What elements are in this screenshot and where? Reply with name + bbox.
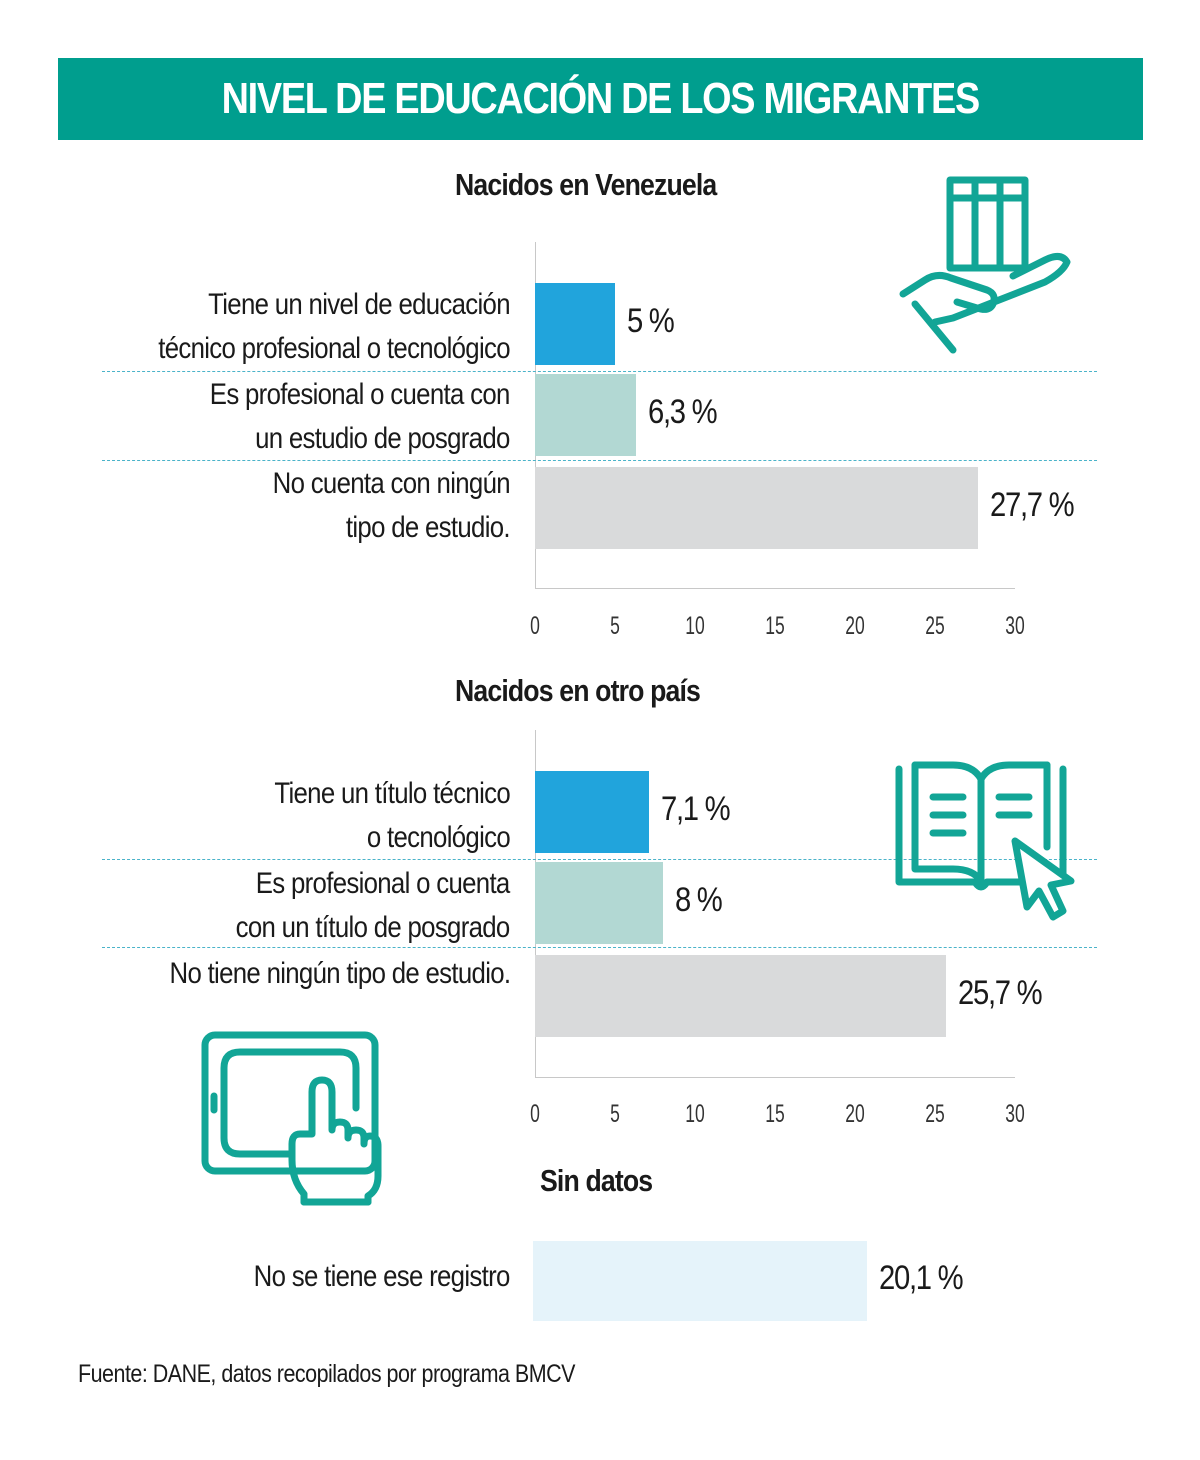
x-tick-label: 20 <box>845 1100 865 1128</box>
data-label: 5 % <box>627 302 675 340</box>
x-tick-label: 0 <box>530 612 540 640</box>
x-axis-line <box>535 588 1015 589</box>
category-label: No se tiene ese registro <box>254 1260 511 1293</box>
x-tick-label: 10 <box>685 612 705 640</box>
data-label: 20,1 % <box>878 1259 964 1297</box>
open-book-cursor-icon <box>895 761 1075 921</box>
x-tick-label: 10 <box>685 1100 705 1128</box>
x-tick-label: 15 <box>765 612 785 640</box>
x-tick-label: 25 <box>925 612 945 640</box>
chart-title: Nacidos en Venezuela <box>455 167 717 202</box>
title-banner: NIVEL DE EDUCACIÓN DE LOS MIGRANTES <box>58 58 1143 140</box>
bar <box>535 771 649 853</box>
tablet-touch-icon <box>201 1031 382 1206</box>
data-label: 6,3 % <box>647 393 718 431</box>
x-tick-label: 5 <box>610 1100 620 1128</box>
x-tick-label: 0 <box>530 1100 540 1128</box>
x-tick-label: 5 <box>610 612 620 640</box>
data-label: 8 % <box>675 881 723 919</box>
data-label: 27,7 % <box>990 486 1075 524</box>
hand-books-icon <box>899 176 1071 354</box>
x-tick-label: 30 <box>1005 612 1025 640</box>
x-tick-label: 20 <box>845 612 865 640</box>
row-separator <box>102 859 1097 860</box>
bar <box>535 955 947 1037</box>
x-tick-label: 15 <box>765 1100 785 1128</box>
category-label: No cuenta con ningún tipo de estudio. <box>272 467 511 544</box>
source-note: Fuente: DANE, datos recopilados por prog… <box>78 1360 575 1388</box>
chart-title: Sin datos <box>540 1163 653 1198</box>
row-separator <box>102 371 1097 372</box>
page-title: NIVEL DE EDUCACIÓN DE LOS MIGRANTES <box>221 74 981 123</box>
bar <box>535 467 979 549</box>
bar <box>535 862 663 944</box>
category-label: Tiene un título técnico o tecnológico <box>274 777 510 854</box>
data-label: 25,7 % <box>958 974 1043 1012</box>
category-label: Es profesional o cuenta con un estudio d… <box>210 378 511 455</box>
x-axis-line <box>535 1077 1015 1078</box>
data-label: 7,1 % <box>660 790 731 828</box>
bar <box>535 283 615 365</box>
row-separator <box>102 947 1097 948</box>
bar <box>535 374 636 456</box>
category-label: Tiene un nivel de educación técnico prof… <box>158 288 510 365</box>
x-tick-label: 30 <box>1005 1100 1025 1128</box>
bar <box>533 1241 867 1321</box>
chart-title: Nacidos en otro país <box>455 673 701 708</box>
row-separator <box>102 460 1097 461</box>
category-label: No tiene ningún tipo de estudio. <box>169 957 511 990</box>
category-label: Es profesional o cuenta con un título de… <box>236 867 511 944</box>
x-tick-label: 25 <box>925 1100 945 1128</box>
